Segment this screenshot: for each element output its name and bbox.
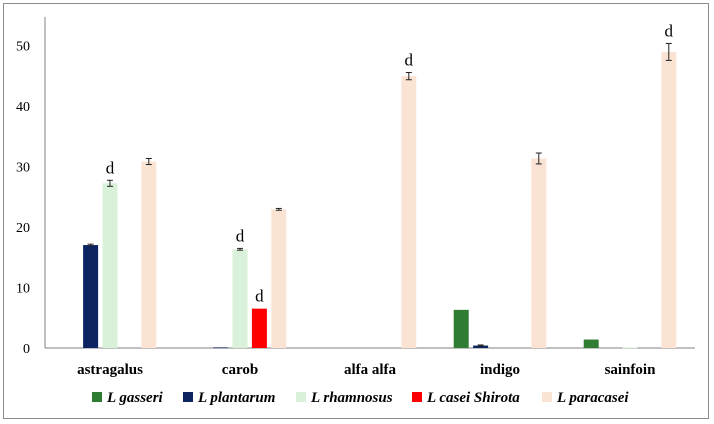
bar [453,309,469,348]
bar [401,76,417,349]
bar [271,209,287,348]
bar [251,308,267,348]
bar [531,158,547,348]
x-category-label: alfa alfa [344,362,397,378]
legend-label: L plantarum [197,390,275,406]
legend-label: L paracasei [556,390,629,406]
bar [83,245,99,348]
significance-label: d [255,287,264,306]
y-tick-label: 50 [16,39,30,54]
bar [622,347,638,349]
x-category-label: sainfoin [605,362,657,378]
significance-label: d [236,226,245,245]
chart-frame [3,3,709,419]
bar [661,51,677,349]
bar [232,249,248,348]
significance-label: d [405,50,414,69]
legend-swatch [412,392,422,402]
bar [213,347,229,349]
x-category-label: astragalus [77,362,143,378]
significance-label: d [106,158,115,177]
legend-label: L gasseri [106,390,164,406]
x-category-label: carob [222,362,258,378]
y-tick-label: 40 [16,100,30,115]
legend-label: L rhamnosus [310,390,393,406]
y-tick-label: 10 [16,281,30,296]
bar [583,339,599,348]
bar [141,161,157,348]
y-tick-label: 0 [23,342,30,357]
legend-label: L casei Shirota [426,390,520,406]
legend-swatch [296,392,306,402]
legend-swatch [183,392,193,402]
legend-swatch [92,392,102,402]
bar [102,183,118,348]
y-tick-label: 30 [16,160,30,175]
significance-label: d [665,21,674,40]
x-category-label: indigo [480,362,520,378]
legend-swatch [542,392,552,402]
y-tick-label: 20 [16,221,30,236]
bar [473,345,489,348]
